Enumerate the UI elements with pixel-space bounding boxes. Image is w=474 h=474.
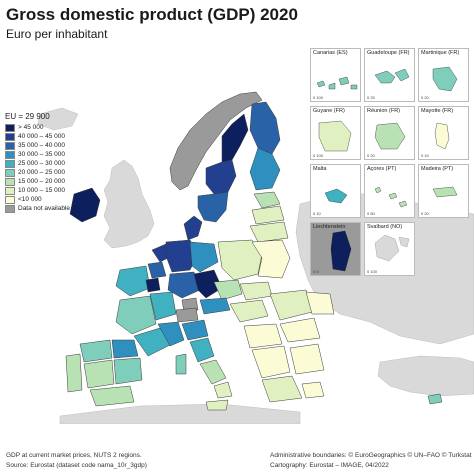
- legend-label: 10 000 – 15 000: [18, 187, 65, 194]
- inset-shape: [374, 68, 410, 84]
- inset-shape: [432, 186, 458, 198]
- inset-shape: [324, 188, 348, 204]
- region-core: [147, 239, 223, 313]
- inset-shape: [374, 186, 408, 208]
- inset-map: Açores (PT) 0 50: [364, 164, 415, 218]
- inset-shape: [432, 66, 458, 92]
- legend-label: Data not available: [18, 205, 71, 212]
- inset-label: Mayotte (FR): [421, 108, 454, 114]
- inset-scale: 0 20: [421, 211, 429, 216]
- legend-row: > 45 000: [5, 123, 125, 132]
- legend-swatch: [5, 186, 15, 195]
- legend-swatch: [5, 123, 15, 132]
- region-denmark: [183, 215, 203, 241]
- inset-scale: 0 20: [367, 153, 375, 158]
- legend-label: 20 000 – 25 000: [18, 169, 65, 176]
- legend-row: 15 000 – 20 000: [5, 177, 125, 186]
- legend-swatch: [5, 141, 15, 150]
- legend-row: <10 000: [5, 195, 125, 204]
- region-alps: [175, 297, 231, 323]
- footer-source: Source: Eurostat (dataset code nama_10r_…: [6, 462, 147, 469]
- legend-row: 20 000 – 25 000: [5, 168, 125, 177]
- legend-swatch: [5, 150, 15, 159]
- inset-shape: [316, 76, 358, 90]
- inset-shape: [434, 122, 450, 150]
- footer-boundaries: Administrative boundaries: © EuroGeograp…: [270, 452, 472, 459]
- legend-eu-average: EU = 29 900: [5, 112, 50, 121]
- inset-map: Martinique (FR) 0 20: [418, 48, 469, 102]
- inset-label: Madeira (PT): [421, 166, 454, 172]
- legend-label: > 45 000: [18, 124, 44, 131]
- region-baltics: [249, 191, 289, 243]
- europe-map: [37, 91, 474, 424]
- legend-row: 25 000 – 30 000: [5, 159, 125, 168]
- inset-map: Mayotte (FR) 0 15: [418, 106, 469, 160]
- legend-row: Data not available: [5, 204, 125, 213]
- legend-swatch: [5, 204, 15, 213]
- legend-swatch: [5, 132, 15, 141]
- inset-shape: [318, 120, 352, 152]
- inset-scale: 0 50: [367, 211, 375, 216]
- inset-maps: Canarias (ES) 0 100 Guadeloupe (FR) 0 25 Mar…: [310, 48, 472, 334]
- inset-label: Canarias (ES): [313, 50, 348, 56]
- legend-swatch: [5, 168, 15, 177]
- map-legend: EU = 29 900 > 45 000 40 000 – 45 000 35 00…: [5, 112, 125, 213]
- legend-row: 30 000 – 35 000: [5, 150, 125, 159]
- inset-map: Canarias (ES) 0 100: [310, 48, 361, 102]
- inset-scale: 0 100: [313, 153, 324, 158]
- inset-shape: [311, 223, 360, 275]
- inset-label: Svalbard (NO): [367, 224, 403, 230]
- region-ireland: [69, 187, 101, 223]
- inset-map: Guadeloupe (FR) 0 25: [364, 48, 415, 102]
- inset-scale: 0 100: [313, 95, 324, 100]
- page-title: Gross domestic product (GDP) 2020: [6, 5, 298, 24]
- legend-swatch: [5, 177, 15, 186]
- inset-map: Madeira (PT) 0 20: [418, 164, 469, 218]
- region-southeast: [243, 289, 335, 403]
- inset-shape: [374, 234, 410, 262]
- legend-label: 40 000 – 45 000: [18, 133, 65, 140]
- inset-label: Guadeloupe (FR): [367, 50, 410, 56]
- legend-swatch: [5, 195, 15, 204]
- inset-label: Malta: [313, 166, 327, 172]
- legend-swatch: [5, 159, 15, 168]
- inset-label: Martinique (FR): [421, 50, 460, 56]
- inset-label: Liechtenstein: [313, 224, 346, 230]
- legend-row: 40 000 – 45 000: [5, 132, 125, 141]
- inset-map: Réunion (FR) 0 20: [364, 106, 415, 160]
- legend-row: 10 000 – 15 000: [5, 186, 125, 195]
- inset-map: Malta 0 10: [310, 164, 361, 218]
- page-subtitle: Euro per inhabitant: [6, 27, 108, 41]
- legend-label: 15 000 – 20 000: [18, 178, 65, 185]
- legend-label: 30 000 – 35 000: [18, 151, 65, 158]
- footer-note: GDP at current market prices, NUTS 2 reg…: [6, 452, 142, 459]
- inset-scale: 0 10: [313, 211, 321, 216]
- inset-label: Guyane (FR): [313, 108, 345, 114]
- inset-scale: 0 20: [421, 95, 429, 100]
- inset-scale: 0 25: [367, 95, 375, 100]
- region-france: [115, 265, 185, 357]
- legend-row: 35 000 – 40 000: [5, 141, 125, 150]
- inset-shape: [374, 122, 406, 150]
- inset-map: Svalbard (NO) 0 100: [364, 222, 415, 276]
- legend-label: <10 000: [18, 196, 42, 203]
- region-central-east: [213, 239, 291, 323]
- inset-scale: 0 5: [313, 269, 319, 274]
- footer-cartography: Cartography: Eurostat – IMAGE, 04/2022: [270, 462, 389, 469]
- region-italy: [175, 319, 233, 411]
- inset-scale: 0 100: [367, 269, 378, 274]
- legend-label: 35 000 – 40 000: [18, 142, 65, 149]
- region-cyprus: [427, 393, 443, 405]
- region-finland: [249, 101, 281, 191]
- region-norway: [169, 91, 263, 191]
- region-iberia: [65, 339, 143, 407]
- inset-label: Réunion (FR): [367, 108, 401, 114]
- inset-map: Liechtenstein 0 5: [310, 222, 361, 276]
- inset-scale: 0 15: [421, 153, 429, 158]
- legend-label: 25 000 – 30 000: [18, 160, 65, 167]
- inset-label: Açores (PT): [367, 166, 397, 172]
- region-sweden: [197, 113, 249, 223]
- inset-map: Guyane (FR) 0 100: [310, 106, 361, 160]
